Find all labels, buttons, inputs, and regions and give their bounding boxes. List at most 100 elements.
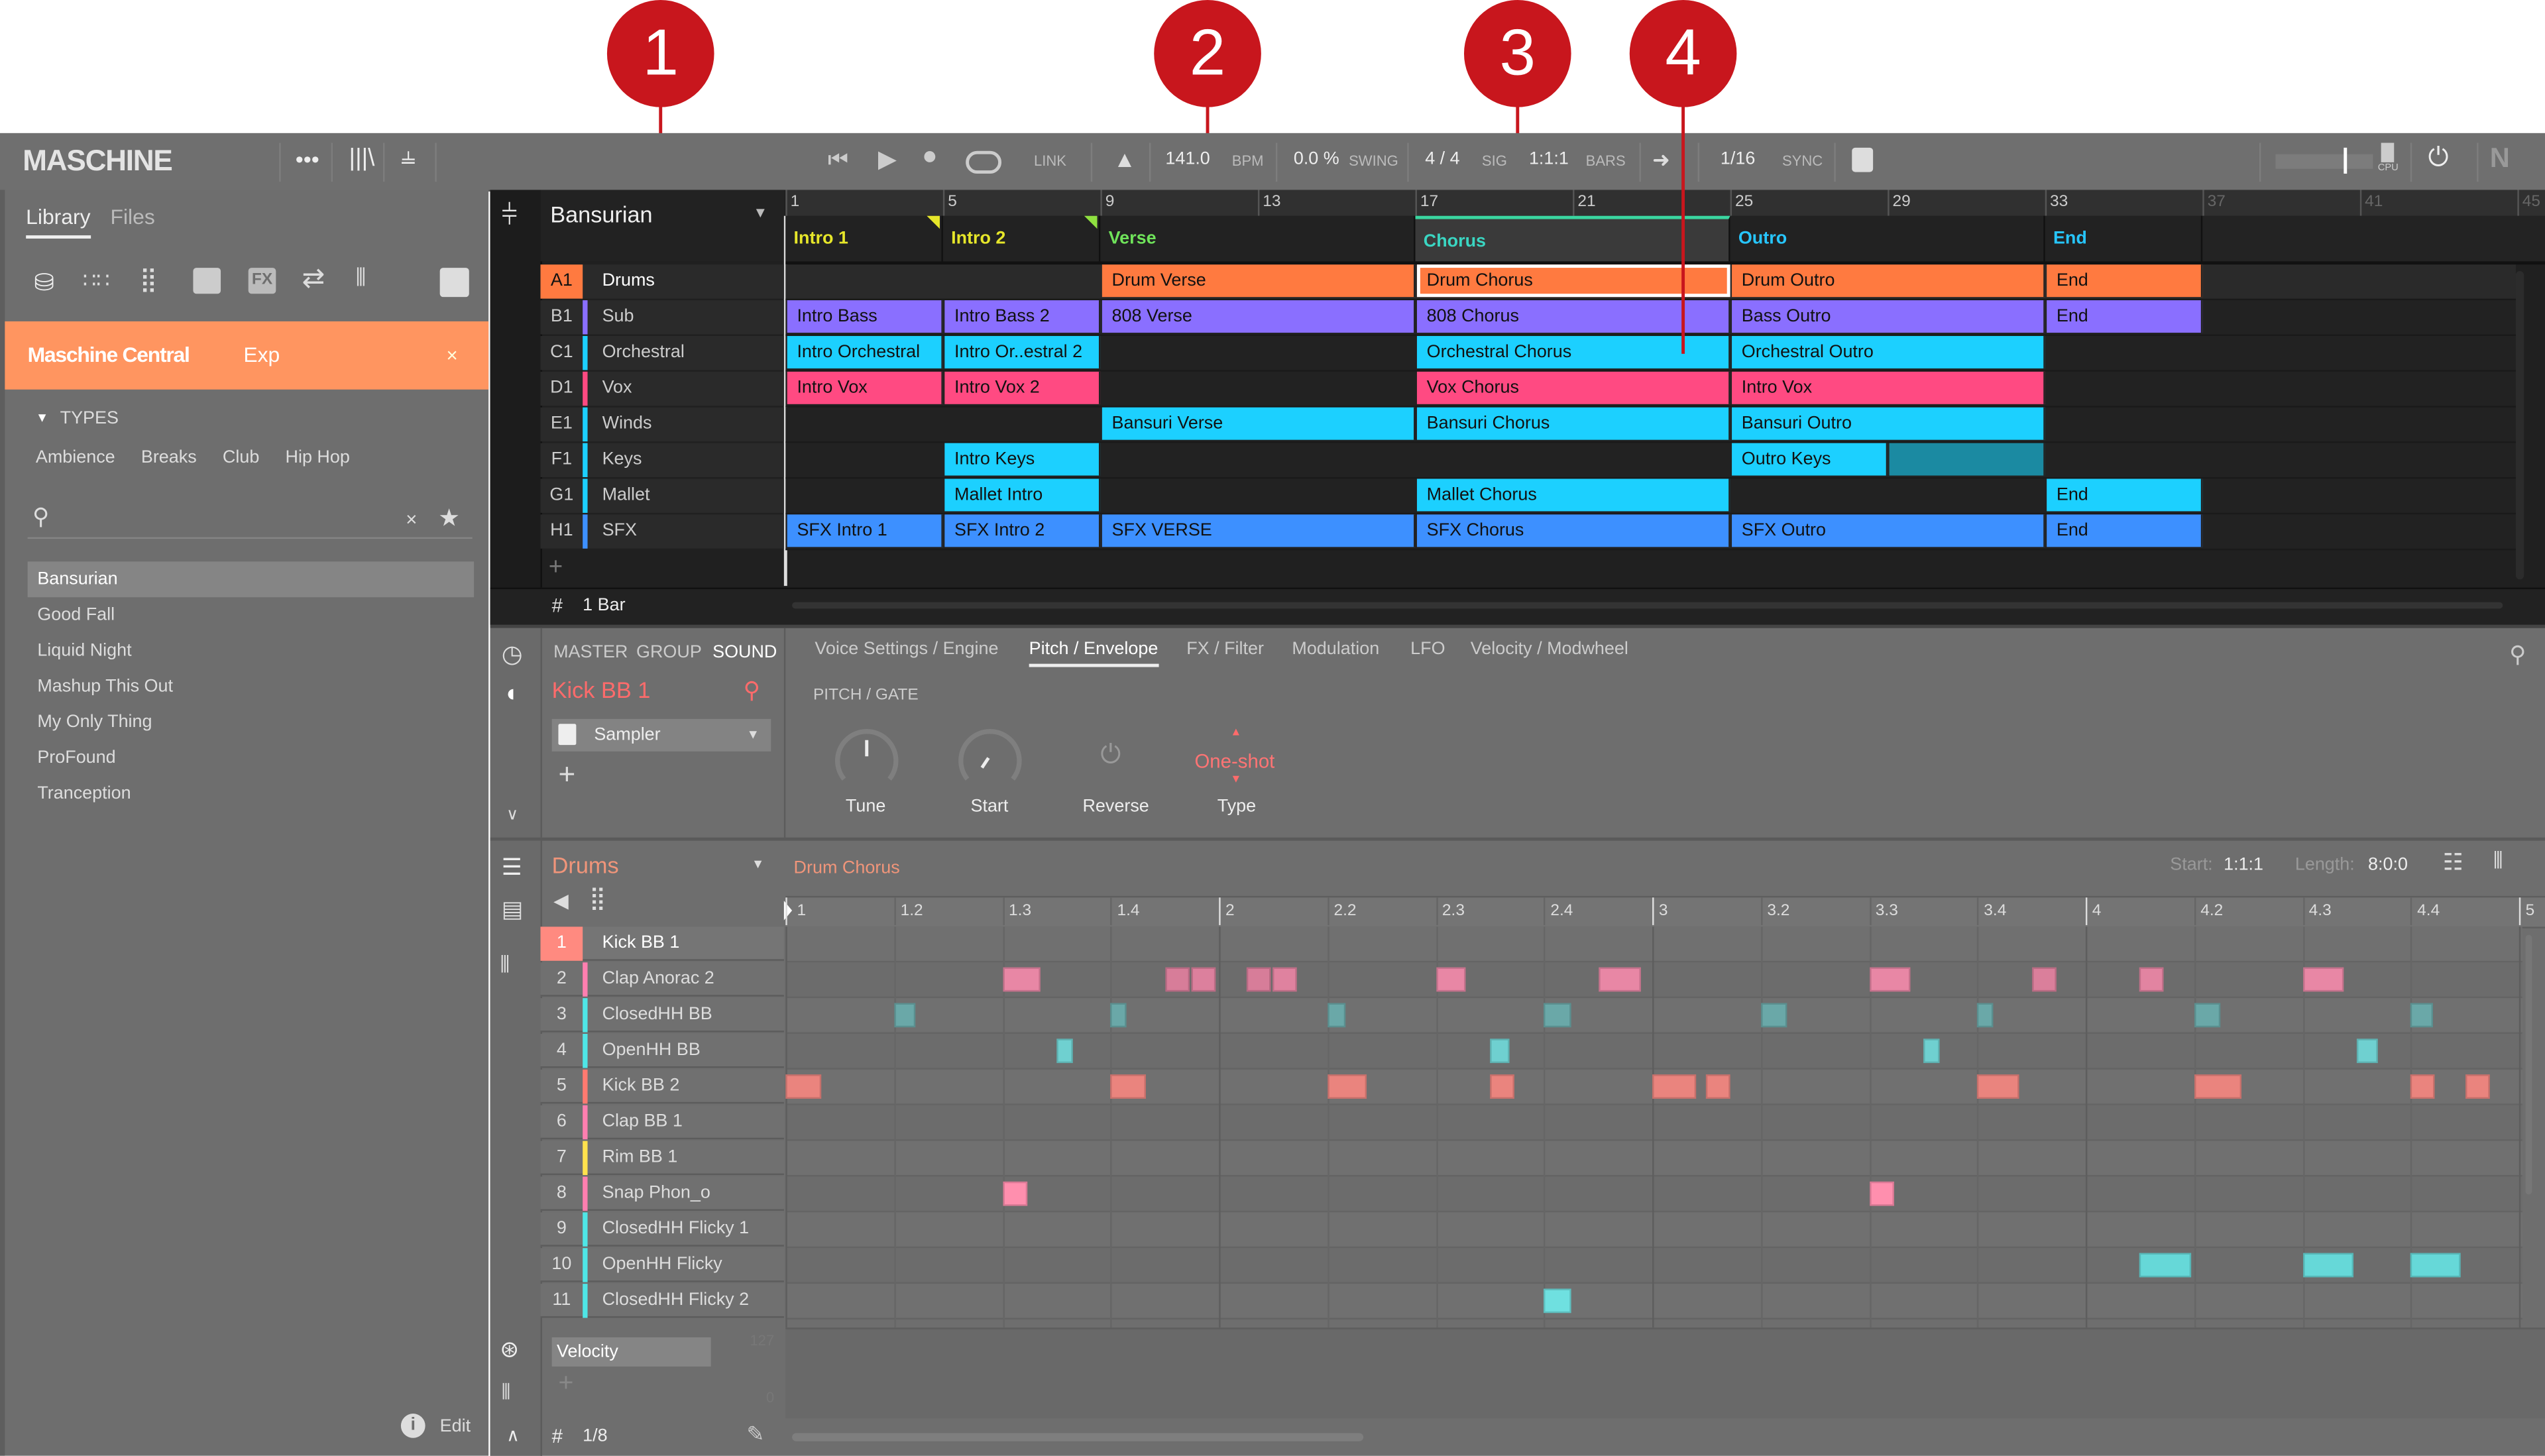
note[interactable] [893, 1003, 916, 1028]
note[interactable] [2410, 1074, 2436, 1099]
fx-filter-icon[interactable]: FX [248, 268, 276, 294]
group-row-b1[interactable]: B1 Sub [540, 300, 784, 335]
info-icon[interactable]: i [400, 1414, 425, 1438]
type-value[interactable]: One-shot [1194, 750, 1275, 773]
clip[interactable]: Drum Outro [1732, 264, 2045, 298]
clip[interactable]: End [2047, 264, 2203, 298]
level-master[interactable]: MASTER [553, 642, 628, 663]
clip[interactable]: Bansuri Chorus [1416, 407, 1730, 440]
note[interactable] [1706, 1074, 1731, 1099]
note[interactable] [1923, 1038, 1940, 1064]
clip[interactable]: Vox Chorus [1416, 371, 1730, 404]
clip[interactable]: Outro Keys [1732, 443, 1888, 476]
pattern-vertical-scrollbar[interactable] [2525, 934, 2532, 1195]
clip[interactable]: Bansuri Verse [1102, 407, 1416, 440]
add-modulation-lane-icon[interactable]: + [558, 1369, 574, 1398]
sound-row[interactable]: 7 Rim BB 1 [540, 1141, 784, 1176]
step-grid-value[interactable]: 1/8 [583, 1426, 608, 1447]
note[interactable] [2031, 967, 2056, 992]
sound-row[interactable]: 5 Kick BB 2 [540, 1069, 784, 1104]
tab-voice-settings-engine[interactable]: Voice Settings / Engine [815, 639, 999, 659]
project-header[interactable]: Bansurian ▼ [540, 190, 784, 262]
tune-knob[interactable] [831, 724, 903, 789]
type-tag[interactable]: Hip Hop [285, 447, 350, 468]
note[interactable] [1977, 1074, 2019, 1099]
clip[interactable]: SFX Intro 1 [787, 514, 943, 547]
note[interactable] [1110, 1074, 1146, 1099]
tab-velocity-modwheel[interactable]: Velocity / Modwheel [1470, 639, 1628, 659]
type-up-icon[interactable]: ▲ [1230, 727, 1242, 739]
arranger-horizontal-scrollbar[interactable] [792, 602, 2503, 609]
expand-chevron-icon[interactable]: ∧ [506, 1426, 520, 1447]
clip[interactable]: Mallet Chorus [1416, 478, 1730, 512]
sample-filter-icon[interactable]: ⦀ [355, 264, 367, 292]
power-icon[interactable]: ⏻ [2428, 144, 2449, 172]
keyboard-icon[interactable] [1852, 147, 1874, 172]
clip[interactable]: Intro Keys [944, 443, 1101, 476]
sound-row[interactable]: 11 ClosedHH Flicky 2 [540, 1284, 784, 1318]
clip[interactable]: Intro Bass [787, 300, 943, 333]
sound-row[interactable]: 8 Snap Phon_o [540, 1176, 784, 1211]
clip[interactable]: Orchestral Chorus [1416, 335, 1730, 368]
browser-icon[interactable]: |||\ [349, 144, 375, 172]
clip[interactable]: Drum Chorus [1416, 264, 1730, 298]
grid-icon[interactable]: # [551, 594, 563, 617]
sound-row[interactable]: 10 OpenHH Flicky [540, 1248, 784, 1282]
scene-end[interactable]: End [2045, 215, 2203, 262]
types-collapse-icon[interactable]: ▼ [35, 410, 49, 425]
group-row-e1[interactable]: E1 Winds [540, 407, 784, 442]
sound-row[interactable]: 2 Clap Anorac 2 [540, 962, 784, 997]
mixer-icon[interactable]: ⫨ [400, 142, 416, 171]
note[interactable] [1869, 1181, 1894, 1206]
record-icon[interactable]: ● [922, 142, 938, 171]
group-row-h1[interactable]: H1 SFX [540, 514, 784, 549]
clip[interactable]: Intro Bass 2 [944, 300, 1101, 333]
loop-filter-icon[interactable]: ⇄ [302, 262, 325, 294]
group-row-g1[interactable]: G1 Mallet [540, 478, 784, 513]
note[interactable] [1164, 967, 1190, 992]
pattern-view-icon[interactable]: ☰ [501, 854, 522, 880]
sample-view-icon[interactable]: ⦀ [500, 951, 510, 978]
arranger-vertical-scrollbar[interactable] [2515, 270, 2524, 580]
group-row-a1[interactable]: A1 Drums [540, 264, 784, 299]
tab-modulation[interactable]: Modulation [1292, 639, 1380, 659]
sync-label[interactable]: SYNC [1782, 152, 1823, 169]
note[interactable] [785, 1074, 821, 1099]
library-item[interactable]: Mashup This Out [37, 677, 173, 697]
channel-icon[interactable]: ◷ [501, 641, 523, 669]
rewind-icon[interactable]: ⏮ [827, 146, 848, 172]
note[interactable] [1598, 967, 1642, 992]
metronome-icon[interactable]: ▲ [1113, 146, 1136, 172]
note[interactable] [1192, 967, 1217, 992]
note[interactable] [1544, 1288, 1571, 1314]
scene-verse[interactable]: Verse [1100, 215, 1416, 262]
loop-icon[interactable] [966, 150, 1002, 174]
start-knob[interactable] [954, 724, 1026, 789]
group-row-c1[interactable]: C1 Orchestral [540, 335, 784, 370]
sound-filter-icon[interactable]: ⣿ [139, 266, 158, 294]
clip[interactable]: End [2047, 514, 2203, 547]
clip[interactable]: SFX Outro [1732, 514, 2045, 547]
note[interactable] [1246, 967, 1271, 992]
product-banner[interactable]: Maschine Central Exp × [5, 321, 489, 390]
tempo-value[interactable]: 141.0 [1165, 149, 1210, 169]
clip[interactable]: Bansuri Outro [1732, 407, 2045, 440]
note[interactable] [1652, 1074, 1696, 1099]
note[interactable] [1002, 967, 1041, 992]
tab-pitch-envelope[interactable]: Pitch / Envelope [1029, 640, 1159, 667]
search-clear-icon[interactable]: × [406, 508, 418, 531]
pattern-length-value[interactable]: 8:0:0 [2368, 855, 2408, 875]
clip[interactable]: Intro Vox [787, 371, 943, 404]
type-tag[interactable]: Breaks [141, 447, 197, 468]
clip[interactable]: Intro Orchestral [787, 335, 943, 368]
pencil-tool-icon[interactable]: ✎ [746, 1422, 765, 1447]
sound-row[interactable]: 4 OpenHH BB [540, 1034, 784, 1068]
note[interactable] [2194, 1074, 2241, 1099]
ni-logo-icon[interactable]: N [2489, 142, 2510, 174]
group-name[interactable]: Drums [551, 852, 619, 878]
group-filter-icon[interactable]: ∷∷ [82, 268, 110, 292]
library-item[interactable]: Good Fall [37, 605, 115, 625]
clip[interactable]: SFX VERSE [1102, 514, 1416, 547]
note[interactable] [2410, 1003, 2433, 1028]
clip[interactable] [1889, 443, 2045, 476]
